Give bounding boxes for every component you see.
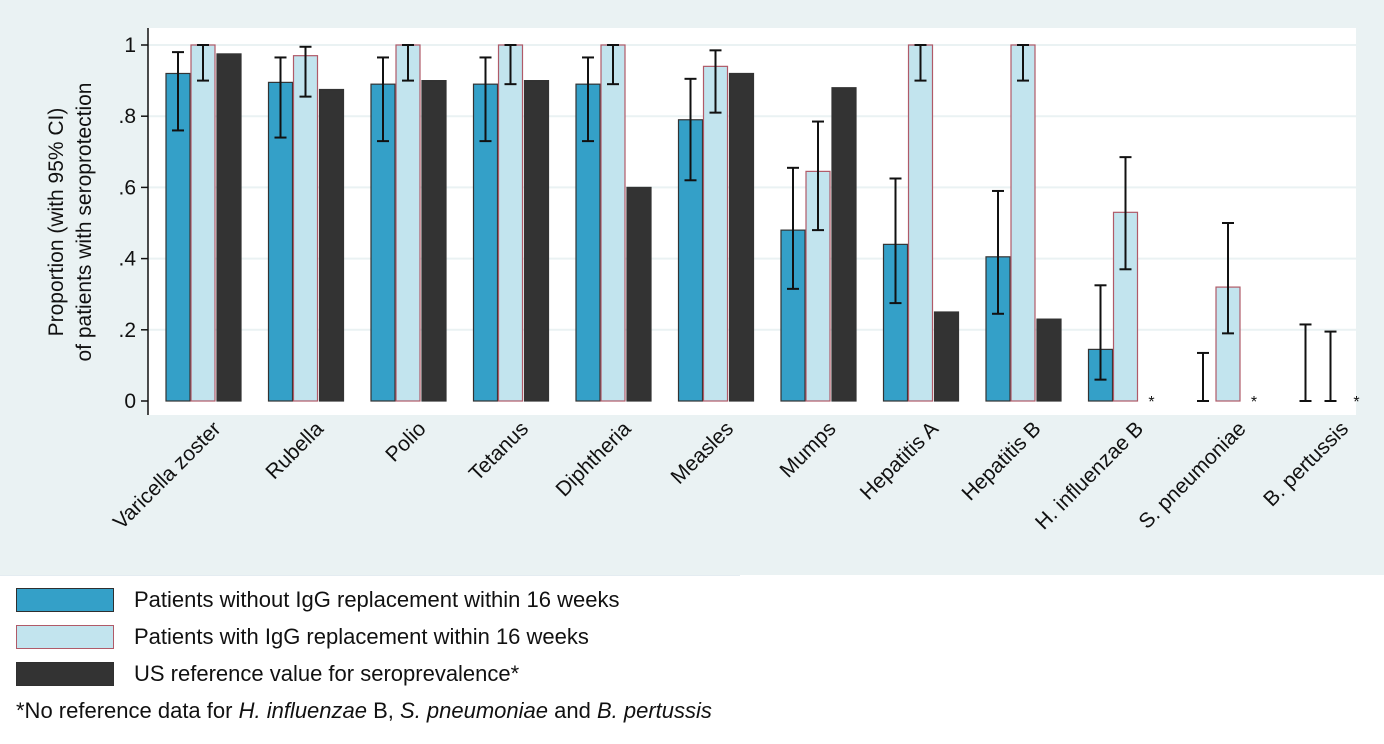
footnote-prefix: *No reference data for [16,698,239,723]
footnote-term-hib: H. influenzae [238,698,367,723]
footnote-term-spneumoniae: S. pneumoniae [400,698,549,723]
footnote-mid1: B, [367,698,401,723]
y-tick-label: 0 [124,390,136,413]
y-tick-label: .8 [118,105,136,128]
bar [523,79,550,402]
bar [831,87,857,402]
bar [1010,44,1036,402]
legend-item-without-igg: Patients without IgG replacement within … [16,586,619,614]
bar [318,88,345,402]
bar-chart: * * * 0.2.4.6.81 Varicella zoster Rubella Po… [0,0,1384,575]
y-tick-label: .4 [118,248,136,271]
footnote-mid2: and [548,698,597,723]
footnote: *No reference data for H. influenzae B, … [16,698,712,724]
bar [907,44,934,402]
y-tick-label: .6 [118,176,136,199]
bar [1036,318,1062,402]
legend-label-us-reference: US reference value for seroprevalence* [134,661,520,686]
bar [933,311,960,402]
bar [421,79,447,402]
bar [497,44,524,402]
legend-label-with-igg: Patients with IgG replacement within 16 … [134,624,589,649]
y-tick-label: .2 [118,319,136,342]
y-tick-label: 1 [124,34,136,57]
bar [292,55,319,402]
y-axis-label-line1: Proportion (with 95% CI) [45,108,68,337]
bar [702,65,729,402]
bars: * * * [165,44,1360,411]
no-data-marker: * [1148,394,1154,411]
legend-item-us-reference: US reference value for seroprevalence* [16,660,519,688]
legend-swatch-with-igg [16,625,114,649]
legend: Patients without IgG replacement within … [0,575,740,696]
no-data-marker: * [1353,394,1359,411]
legend-label-without-igg: Patients without IgG replacement within … [134,587,620,612]
y-axis-label-line2: of patients with seroprotection [73,83,96,362]
bar [216,53,242,402]
chart-area: * * * 0.2.4.6.8 1 Varicella zoster Rubella Po… [0,0,1384,575]
footnote-term-bpertussis: B. pertussis [596,698,712,723]
bar [626,186,652,402]
bar [600,44,626,402]
bar [395,44,421,402]
error-bars [172,44,1337,402]
no-data-marker: * [1251,394,1257,411]
legend-item-with-igg: Patients with IgG replacement within 16 … [16,623,589,651]
bar [190,44,216,402]
y-axis: 0 .2 .4 .6 .8 1 [118,28,149,415]
legend-swatch-without-igg [16,588,114,612]
bar [728,72,755,402]
legend-swatch-us-reference [16,662,114,686]
